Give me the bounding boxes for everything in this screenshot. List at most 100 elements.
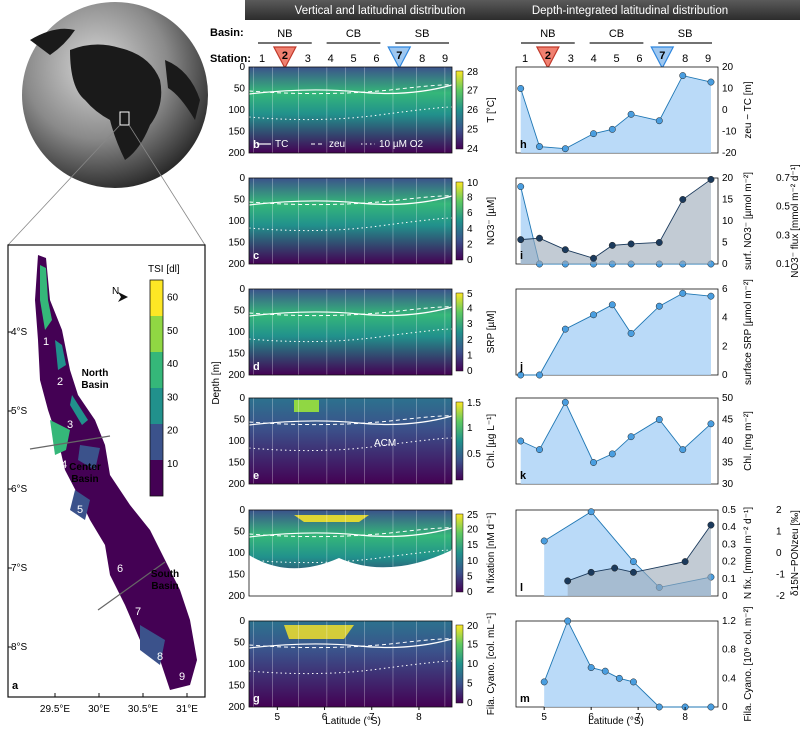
depth-tick-label: 150 — [228, 238, 245, 249]
station-label: 2 — [282, 50, 288, 62]
data-point-2 — [627, 240, 635, 248]
y-tick-label: 0 — [722, 259, 728, 270]
map-colorbar: 10 20 30 40 50 60 — [149, 279, 179, 497]
lat-tick-label: 7 — [369, 712, 375, 723]
banner-right: Depth-integrated latitudinal distributio… — [532, 5, 728, 17]
y-tick-label: -10 — [722, 127, 737, 138]
data-point-1 — [615, 674, 623, 682]
colorbar-tick-label: 2 — [467, 239, 473, 250]
map-lat-labels: 4°S 5°S 6°S 7°S 8°S — [8, 327, 28, 653]
y-axis-label: zeu − TC [m] — [743, 81, 754, 139]
basin-label: CB — [346, 28, 361, 40]
basin-label: SB — [678, 28, 693, 40]
station-label: 9 — [705, 53, 711, 65]
map-colorbar-tick-label: 40 — [167, 359, 179, 370]
data-point-1 — [608, 125, 616, 133]
data-point-1 — [655, 416, 663, 423]
integrated-panel-k: 30 35 40 45 50 Chl. [mg m⁻²] k — [515, 393, 754, 490]
depth-tick-label: 100 — [228, 216, 245, 227]
colorbar-tick-label: 4 — [467, 224, 473, 235]
panel-letter: m — [520, 693, 530, 705]
colorbar-tick-label: 15 — [467, 640, 479, 651]
colorbar-tick-label: 5 — [467, 289, 473, 300]
data-point-1 — [655, 302, 663, 310]
depth-tick-label: 200 — [228, 148, 245, 159]
station-row-label: Station: — [210, 53, 251, 65]
station-highlight-triangle — [535, 46, 560, 70]
colorbar-tick-label: 20 — [467, 621, 479, 632]
globe-inset — [22, 2, 208, 188]
y2-axis-label: δ15N−PONzeu [‰] — [790, 510, 800, 596]
integrated-panel-h: -20 -10 0 10 20 zeu − TC [m] h — [515, 62, 754, 159]
series-line-2 — [567, 524, 712, 582]
depth-tick-label: 0 — [239, 173, 245, 184]
y-tick-label: 15 — [722, 195, 734, 206]
colorbar-tick-label: 25 — [467, 510, 479, 521]
colorbar-tick-label: 1 — [467, 350, 473, 361]
map-station-number: 6 — [117, 563, 123, 575]
map-station-number: 8 — [157, 651, 163, 663]
depth-tick-label: 0 — [239, 62, 245, 73]
depth-tick-label: 200 — [228, 479, 245, 490]
svg-text:N: N — [112, 286, 119, 297]
map-lon-label: 30°E — [88, 704, 110, 715]
data-point-1 — [517, 183, 525, 191]
depth-tick-label: 50 — [234, 527, 246, 538]
station-label: 1 — [522, 53, 528, 65]
panel-letter: h — [520, 139, 527, 151]
chl-hotspot — [294, 400, 319, 412]
data-point-1 — [608, 301, 616, 309]
panel-letter: d — [253, 361, 260, 373]
data-point-1 — [536, 143, 543, 151]
y-tick-label: 0.4 — [722, 673, 736, 684]
depth-tick-label: 100 — [228, 105, 245, 116]
station-label: 4 — [328, 53, 334, 65]
data-point-1 — [679, 446, 687, 454]
colorbar-tick-label: 1.5 — [467, 398, 481, 409]
area-fill-1 — [520, 293, 711, 375]
y2-tick-label: 0.7 — [776, 173, 790, 184]
header-left: NB CB SB 1 2 3 4 5 6 7 8 9 — [258, 28, 449, 70]
depth-section-panel-g: 0 50 100 150 200 g 0 5 10 15 20 Fila. Cyano. [col. … — [228, 613, 497, 723]
y-tick-label: 0 — [722, 370, 728, 381]
data-point-1 — [707, 292, 715, 300]
map-lat-label: 4°S — [11, 327, 28, 338]
o2-line — [248, 217, 453, 232]
colorbar-label: SRP [µM] — [486, 310, 497, 353]
station-highlight-triangle — [650, 46, 675, 70]
y-axis-label: N fix. [mmol m⁻² d⁻¹] — [743, 507, 754, 599]
panel-letter: e — [253, 470, 259, 482]
depth-tick-label: 100 — [228, 327, 245, 338]
map-colorbar-title: TSI [dl] — [148, 264, 180, 275]
integrated-panel-i: 0 5 10 15 20 surf. NO3⁻ [µmol m⁻²] 0.1 0.3 0.5 0.… — [515, 164, 800, 278]
o2-line — [248, 437, 453, 452]
colorbar-tick-label: 4 — [467, 304, 473, 315]
map-lat-label: 6°S — [11, 484, 28, 495]
station-highlight-triangle — [387, 46, 412, 70]
panel-colorbar — [455, 513, 464, 593]
data-point-2 — [608, 241, 616, 249]
y-axis-label: surf. NO3⁻ [µmol m⁻²] — [743, 172, 754, 270]
lat-tick-label: 5 — [541, 712, 547, 723]
panel-colorbar — [455, 292, 464, 372]
y-tick-label: 30 — [722, 479, 734, 490]
data-point-1 — [540, 678, 548, 686]
y-tick-label: 4 — [722, 313, 728, 324]
data-point-1 — [707, 703, 715, 711]
y-tick-label: 0.8 — [722, 645, 736, 656]
map-panel: 1 2 3 4 5 6 7 8 9 North Basin Center Basin South Basi… — [7, 244, 206, 715]
map-colorbar-segment — [150, 460, 163, 496]
nfix-hotspot — [294, 515, 369, 522]
colorbar-tick-label: 0 — [467, 366, 473, 377]
map-region-labels: North Basin Center Basin South Basin — [69, 368, 179, 592]
zeu-line — [248, 527, 456, 538]
data-point-2 — [629, 568, 637, 576]
map-region-label: South Basin — [151, 569, 179, 592]
y-tick-label: 0.4 — [722, 522, 736, 533]
depth-tick-label: 150 — [228, 570, 245, 581]
area-fill-1 — [520, 402, 711, 484]
tc-line — [248, 527, 453, 538]
data-point-2 — [707, 175, 715, 183]
data-point-1 — [587, 664, 595, 672]
